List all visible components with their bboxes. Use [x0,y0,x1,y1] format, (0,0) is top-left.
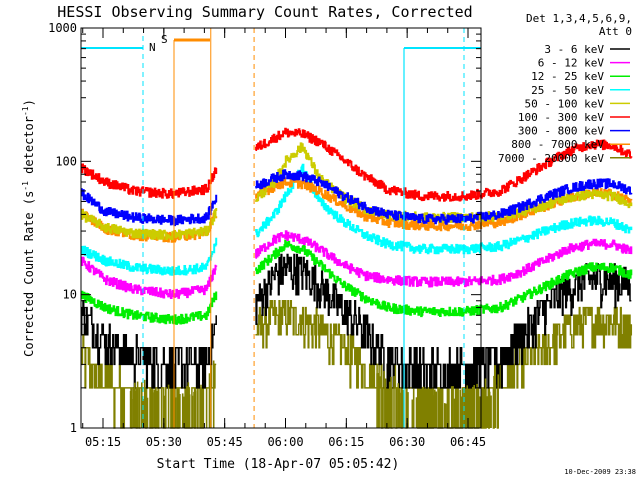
y-axis-label-end: ) [22,99,36,106]
plot-frame [80,27,482,429]
x-tick-label: 05:45 [207,435,243,449]
legend-label-2: 12 - 25 keV [531,70,604,83]
series-line-2 [80,239,633,325]
timestamp: 10-Dec-2009 23:38 [564,468,636,476]
chart-title: HESSI Observing Summary Count Rates, Cor… [57,3,472,21]
y-axis-label-sup1: -1 [21,181,30,191]
series-line-1 [80,230,633,299]
legend-header-line-1: Det 1,3,4,5,6,9, [526,12,632,25]
legend-label-3: 25 - 50 keV [531,84,604,97]
series-line-5 [80,127,633,202]
y-axis-label-mid: detector [22,116,36,181]
series-line-3 [80,163,633,276]
series-line-0 [80,253,632,389]
data-layer: NS [80,28,633,429]
legend-label-0: 3 - 6 keV [544,43,604,56]
y-tick-label: 10 [63,288,77,302]
y-axis-label-sup2: -1 [21,106,30,116]
legend-header-line-2: Att 0 [599,25,632,38]
legend-label-8: 7000 - 20000 keV [498,152,604,165]
y-tick-label: 1 [70,421,77,435]
x-tick-label: 06:00 [267,435,303,449]
flag-label-night: N [149,41,156,54]
y-axis-label: Corrected Count Rate (s-1 detector-1) [21,99,36,357]
legend-label-1: 6 - 12 keV [538,57,605,70]
y-axis-label-main: Corrected Count Rate (s [22,191,36,357]
x-tick-label: 05:15 [85,435,121,449]
y-tick-label: 100 [55,154,77,168]
legend-label-4: 50 - 100 keV [525,97,605,110]
x-tick-label: 06:15 [328,435,364,449]
x-tick-label: 06:30 [389,435,425,449]
flag-label-saa: S [161,33,168,46]
y-tick-label: 1000 [48,21,77,35]
legend-label-5: 100 - 300 keV [518,111,604,124]
axis-layer: 1 10 100 1000 05:15 05:30 05:45 06:00 06:15 06:30… [48,21,486,449]
series-line-6 [80,169,633,227]
legend-label-7: 800 - 7000 keV [511,138,604,151]
x-tick-label: 05:30 [146,435,182,449]
legend-label-6: 300 - 800 keV [518,125,604,138]
x-tick-label: 06:45 [450,435,486,449]
x-axis-label: Start Time (18-Apr-07 05:05:42) [157,457,400,472]
